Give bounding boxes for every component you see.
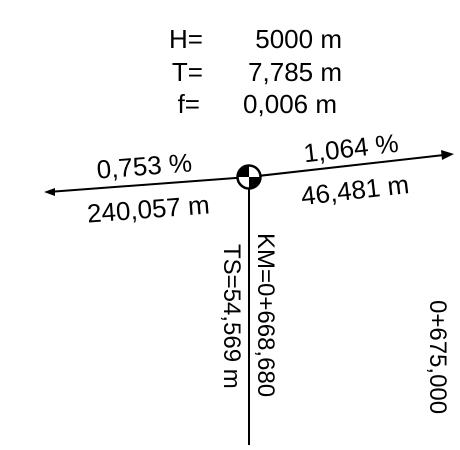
curve-parameters: H= 5000 m T= 7,785 m f= 0,006 m [169, 24, 342, 119]
right-grade-length-group: 46,481 m [299, 169, 410, 211]
right-arrow-head-icon [441, 150, 454, 160]
h-value: 5000 m [255, 24, 342, 54]
left-grade-percent-group: 0,753 % [96, 147, 193, 184]
left-arrow-head-icon [44, 188, 55, 196]
station-label: 0+675,000 [424, 300, 451, 414]
left-grade-percent: 0,753 % [96, 147, 193, 184]
vertex-marker-icon [236, 164, 262, 190]
left-grade-length-group: 240,057 m [86, 189, 211, 228]
h-label: H= [169, 24, 203, 54]
right-grade-length: 46,481 m [299, 169, 410, 211]
km-label: KM=0+668,680 [252, 233, 279, 397]
right-grade-line [248, 154, 445, 178]
ts-label: TS=54,569 m [218, 244, 245, 389]
f-value: 0,006 m [243, 89, 337, 119]
t-value: 7,785 m [248, 57, 342, 87]
left-grade-line [47, 176, 250, 193]
t-label: T= [172, 57, 203, 87]
f-label: f= [178, 89, 200, 119]
left-grade-length: 240,057 m [86, 189, 211, 228]
